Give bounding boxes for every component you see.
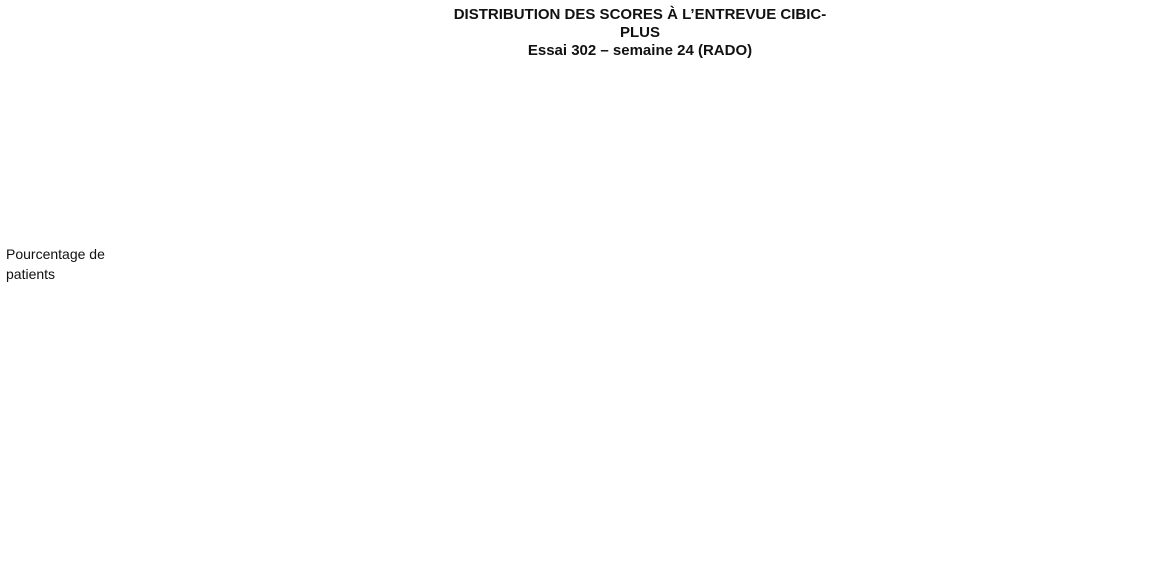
bar <box>976 446 1010 488</box>
bar <box>1058 478 1092 488</box>
y-axis-label: Pourcentage de patients <box>6 246 105 282</box>
bar <box>359 462 393 488</box>
legend-swatch <box>179 129 191 140</box>
x-tick-label: Détérioration minime <box>754 498 875 513</box>
x-tick-label-box: Amélioration minime <box>463 498 582 513</box>
bar <box>245 478 279 488</box>
x-tick-label: Pas de changement <box>610 498 727 513</box>
bar <box>213 478 247 488</box>
x-tick-label: Détérioration modérée <box>923 498 999 530</box>
bar <box>766 177 800 488</box>
x-tick-label: Détérioration marquée <box>1070 498 1145 530</box>
bar <box>912 383 946 488</box>
y-tick-label: 50 <box>131 82 145 97</box>
bar <box>620 185 654 488</box>
legend-label: 10 mg Aricept <box>193 148 273 163</box>
x-tick-label: Amélioration marquée <box>193 498 267 530</box>
bar <box>830 304 864 488</box>
x-tick-label: Amélioration modérée <box>340 498 413 530</box>
y-tick-label: 0 <box>138 478 145 493</box>
bar <box>474 431 507 488</box>
y-tick-label: 20 <box>131 320 145 335</box>
legend-swatch <box>179 151 191 163</box>
category-code: 6 <box>957 545 964 560</box>
category-code: 7 <box>1104 545 1111 560</box>
legend-swatch <box>179 106 191 118</box>
bar <box>327 454 361 488</box>
legend-label: Placebo <box>193 103 240 118</box>
x-tick-label-box: Détérioration modérée <box>923 498 999 530</box>
bar <box>391 478 425 488</box>
chart-title: DISTRIBUTION DES SCORES À L’ENTREVUE CIB… <box>453 6 827 41</box>
bar <box>1090 478 1124 488</box>
bar <box>1122 478 1156 488</box>
x-tick-label-box: Détérioration minime <box>754 498 875 513</box>
legend-label: 5 mg Aricept <box>193 126 266 141</box>
chart-title-block: DISTRIBUTION DES SCORES À L’ENTREVUE CIB… <box>440 6 840 60</box>
x-tick-label: Amélioration minime <box>463 498 582 513</box>
x-tick-label-box: Amélioration marquée <box>193 498 267 530</box>
bar <box>506 312 539 488</box>
bar <box>538 304 571 488</box>
y-tick-label: 30 <box>131 241 145 256</box>
category-code: 4 <box>665 545 672 560</box>
x-tick-label-box: Pas de changement <box>610 498 727 513</box>
bar <box>652 209 686 488</box>
y-tick-label: 10 <box>131 399 145 414</box>
bar <box>684 122 718 488</box>
category-code: 5 <box>811 545 818 560</box>
x-tick-label-box: Amélioration modérée <box>340 498 413 530</box>
category-code: 1 <box>226 545 233 560</box>
category-code: 3 <box>519 545 526 560</box>
category-code: 2 <box>373 545 380 560</box>
bar <box>798 248 832 488</box>
bar <box>944 423 978 488</box>
x-tick-label-box: Détérioration marquée <box>1070 498 1145 530</box>
chart-subtitle: Essai 302 – semaine 24 (RADO) <box>527 42 753 59</box>
y-tick-label: 40 <box>131 162 145 177</box>
